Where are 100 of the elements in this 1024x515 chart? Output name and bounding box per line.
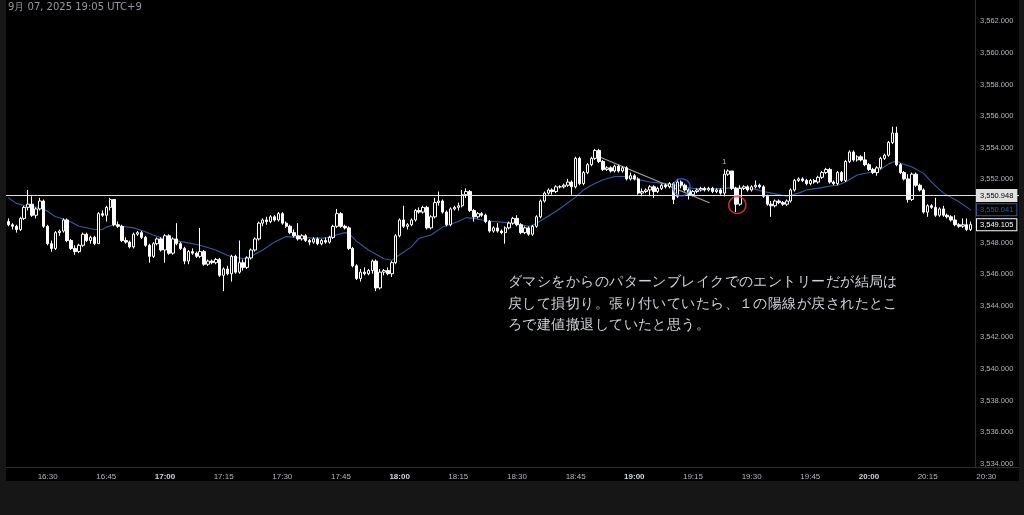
candlestick bbox=[273, 214, 276, 223]
candlestick bbox=[554, 184, 558, 194]
candlestick bbox=[906, 173, 910, 204]
candlestick bbox=[691, 189, 695, 197]
candlestick bbox=[816, 175, 820, 185]
candlestick bbox=[504, 225, 507, 245]
candlestick bbox=[965, 217, 968, 232]
candlestick bbox=[648, 184, 652, 197]
candlestick bbox=[703, 186, 706, 193]
candlestick bbox=[707, 186, 710, 193]
candlestick bbox=[359, 268, 362, 283]
candlestick bbox=[120, 224, 124, 243]
candlestick bbox=[942, 205, 945, 218]
x-tick-label: 20:30 bbox=[976, 471, 997, 481]
candlestick bbox=[511, 216, 515, 226]
annotation: ダマシをからのパターンブレイクでのエントリーだが結局は戻して損切り。張り付いていたら、１の陽線が戻されたところで建値撤退していたと思う。 bbox=[508, 272, 899, 334]
candlestick bbox=[953, 214, 957, 227]
candlestick bbox=[656, 186, 659, 194]
candlestick bbox=[711, 186, 714, 194]
candlestick bbox=[11, 222, 14, 230]
candlestick bbox=[183, 246, 186, 265]
candlestick bbox=[723, 168, 726, 197]
candlestick bbox=[449, 206, 452, 227]
candlestick bbox=[324, 236, 327, 245]
x-tick-label: 20:00 bbox=[858, 471, 880, 481]
candlestick bbox=[132, 232, 135, 249]
candlestick bbox=[476, 211, 480, 219]
candlestick bbox=[269, 214, 272, 224]
x-tick-label: 16:45 bbox=[96, 471, 117, 481]
candlestick bbox=[852, 149, 855, 163]
candlestick bbox=[871, 167, 875, 175]
candlestick bbox=[163, 233, 167, 264]
candlestick bbox=[637, 176, 640, 196]
x-tick-label: 19:15 bbox=[682, 471, 704, 481]
candlestick bbox=[210, 259, 214, 265]
candlestick bbox=[801, 176, 804, 183]
candlestick bbox=[781, 200, 785, 207]
candlestick bbox=[562, 183, 566, 189]
candlestick bbox=[277, 211, 280, 223]
x-tick-label: 17:30 bbox=[272, 471, 293, 481]
candlestick bbox=[922, 187, 925, 215]
x-tick-label: 18:00 bbox=[389, 471, 411, 481]
candlestick bbox=[112, 198, 116, 227]
candlestick bbox=[805, 178, 808, 186]
candlestick bbox=[910, 172, 914, 202]
candlestick bbox=[461, 189, 464, 208]
candlestick bbox=[769, 200, 773, 218]
candlestick bbox=[777, 198, 781, 205]
candlestick bbox=[617, 164, 620, 174]
candlestick bbox=[856, 154, 859, 163]
candlestick bbox=[754, 179, 757, 189]
candlestick bbox=[809, 178, 812, 186]
x-tick-label: 18:15 bbox=[448, 471, 469, 481]
x-tick-label: 17:45 bbox=[330, 471, 352, 481]
candlestick bbox=[820, 170, 824, 180]
x-tick-label: 18:45 bbox=[565, 471, 587, 481]
candlestick bbox=[7, 217, 10, 227]
candlestick bbox=[934, 197, 937, 218]
annotation: 9月 07, 2025 19:05 UTC+9 bbox=[8, 1, 142, 13]
candlestick bbox=[625, 165, 628, 181]
candlestick bbox=[316, 236, 319, 246]
candlestick bbox=[750, 184, 753, 193]
candlestick bbox=[523, 225, 527, 235]
candlestick bbox=[664, 183, 667, 189]
candlestick bbox=[281, 211, 284, 226]
x-tick-label: 16:30 bbox=[37, 471, 59, 481]
candlestick bbox=[339, 211, 343, 229]
candlestick bbox=[828, 167, 832, 185]
candlestick bbox=[54, 230, 57, 251]
candlestick bbox=[89, 235, 92, 245]
candlestick bbox=[312, 236, 315, 245]
candlestick bbox=[813, 178, 816, 185]
candlestick bbox=[527, 225, 530, 237]
candlestick bbox=[609, 165, 613, 174]
candlestick bbox=[699, 186, 703, 193]
candlestick bbox=[414, 208, 417, 223]
x-tick-label: 19:00 bbox=[624, 471, 646, 481]
candlestick bbox=[715, 187, 718, 194]
candlestick bbox=[613, 164, 616, 174]
x-tick-label: 18:30 bbox=[506, 471, 528, 481]
candlestick bbox=[836, 170, 839, 186]
x-tick-label: 20:15 bbox=[917, 471, 939, 481]
candlestick bbox=[97, 211, 100, 245]
line-series bbox=[7, 160, 972, 261]
candlestick bbox=[238, 240, 241, 275]
x-tick-label: 19:30 bbox=[741, 471, 763, 481]
candlestick bbox=[425, 205, 429, 230]
candlestick bbox=[304, 233, 307, 243]
candlestick bbox=[230, 254, 233, 283]
candlestick bbox=[961, 217, 965, 229]
candlestick bbox=[746, 184, 749, 193]
candlestick bbox=[969, 221, 972, 232]
candlestick bbox=[644, 187, 648, 194]
candlestick bbox=[296, 222, 300, 242]
candlestick bbox=[265, 216, 268, 226]
candlestick bbox=[949, 214, 953, 223]
candlestick bbox=[308, 238, 311, 246]
candlestick bbox=[695, 187, 699, 194]
candlestick bbox=[152, 241, 155, 259]
candlestick bbox=[85, 232, 88, 243]
